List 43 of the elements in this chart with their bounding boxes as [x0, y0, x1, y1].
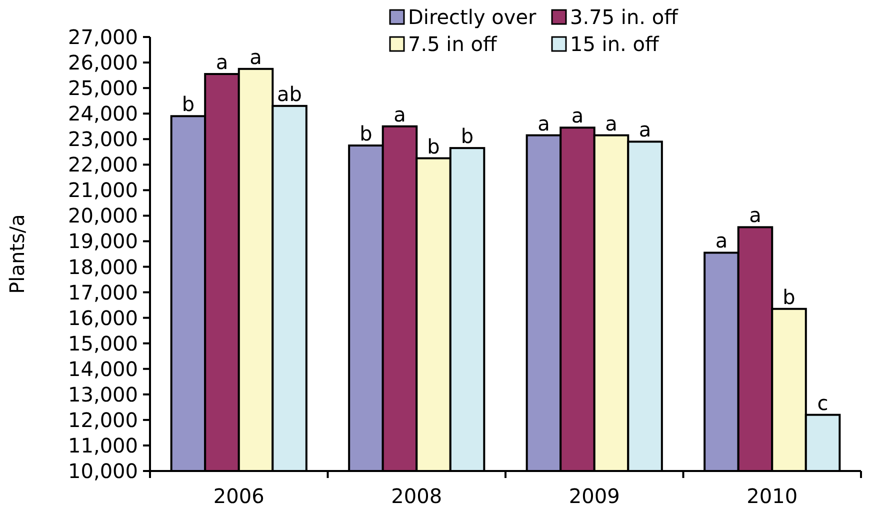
y-tick-label: 18,000 [68, 254, 138, 279]
y-tick-label: 19,000 [68, 229, 138, 254]
y-tick-label: 10,000 [68, 459, 138, 483]
data-label: a [749, 203, 762, 228]
x-tick-label: 2006 [213, 484, 264, 508]
data-label: a [250, 44, 262, 69]
legend-label: 7.5 in off [408, 32, 498, 56]
data-label: a [394, 102, 406, 126]
x-tick-label: 2009 [568, 484, 620, 508]
data-label: b [182, 92, 195, 116]
y-tick-label: 13,000 [68, 382, 138, 406]
y-tick-label: 16,000 [68, 306, 138, 330]
y-tick-label: 25,000 [68, 76, 138, 100]
data-label: a [638, 118, 652, 142]
data-label: a [571, 104, 584, 128]
legend-label: 3.75 in. off [570, 5, 680, 29]
data-label: b [360, 122, 372, 146]
y-tick-label: 21,000 [68, 178, 138, 202]
y-tick-label: 27,000 [68, 25, 138, 49]
y-tick-label: 17,000 [68, 280, 138, 304]
y-tick-label: 14,000 [68, 356, 138, 381]
y-tick-label: 24,000 [68, 102, 138, 126]
data-label: b [427, 134, 440, 158]
y-tick-label: 26,000 [68, 50, 138, 75]
data-label: b [782, 284, 796, 309]
x-tick-label: 2010 [746, 484, 798, 508]
data-label: b [460, 124, 474, 148]
y-tick-label: 11,000 [68, 433, 138, 458]
legend-label: Directly over [408, 5, 538, 29]
y-tick-label: 15,000 [68, 331, 138, 356]
y-tick-label: 20,000 [68, 204, 138, 228]
y-tick-label: 12,000 [68, 408, 138, 432]
data-label: a [216, 50, 228, 74]
x-tick-label: 2008 [391, 484, 442, 508]
data-label: c [817, 390, 828, 415]
data-label: a [605, 111, 618, 136]
y-tick-label: 22,000 [68, 152, 138, 177]
data-label: a [715, 228, 728, 253]
legend-label: 15 in. off [570, 32, 660, 56]
data-label: a [538, 111, 550, 136]
y-tick-label: 23,000 [68, 127, 138, 152]
y-axis-title: Plants/a [5, 214, 29, 294]
data-label: ab [277, 82, 302, 106]
